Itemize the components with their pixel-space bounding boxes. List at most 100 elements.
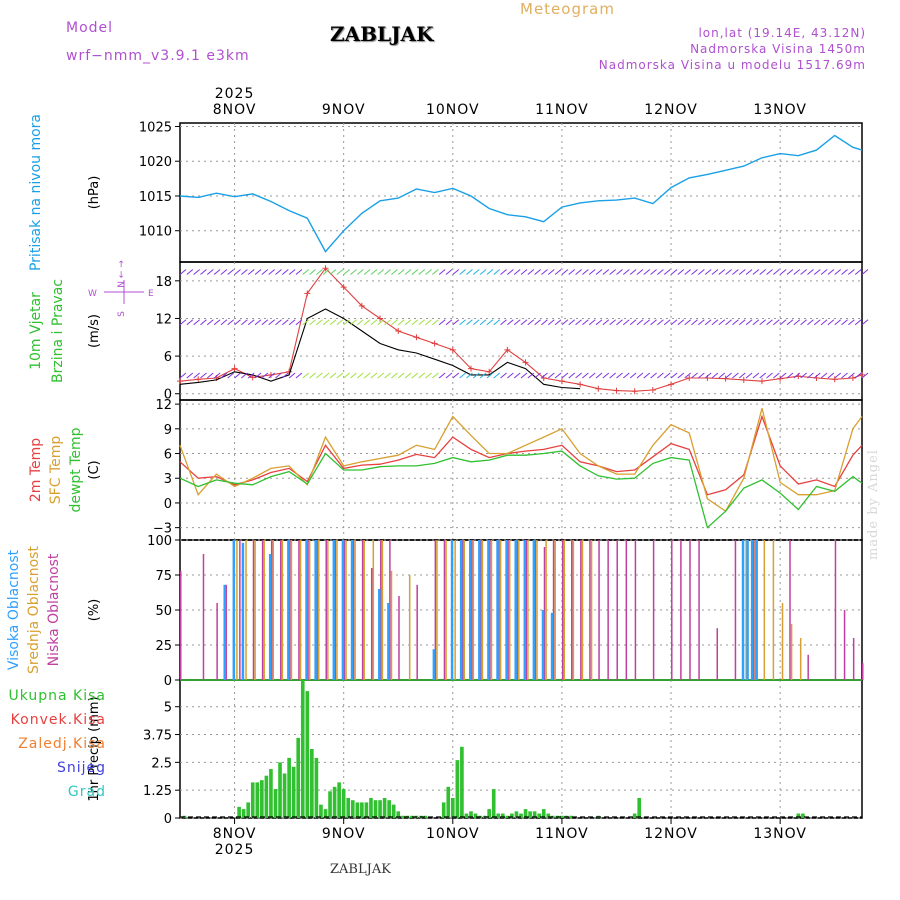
wind-barb [718,319,726,326]
precip-bar [310,749,314,818]
wind-barb [738,269,746,275]
high-cloud-bar [232,540,236,680]
wind-barb [534,319,541,326]
pressure-ylabel: (hPa) [87,176,102,210]
wind-barb [241,372,248,379]
precip-bar [250,782,255,818]
precip-bar [637,797,642,818]
high-cloud-bar [741,540,745,680]
high-cloud-bar [350,540,354,680]
wind-barb [786,319,794,326]
wind-gust-marker [631,388,638,395]
high-cloud-bar [478,540,481,680]
wind-barb [745,269,753,275]
compass-e: E [148,289,154,299]
wind-gust-marker [722,375,729,382]
wind-barb [820,319,828,326]
temperature-ytick-label: 12 [155,398,172,413]
precip-bar [505,815,510,818]
wind-side-label-1: Brzina i Pravac [50,279,66,383]
wind-barb [356,372,364,379]
precip-bar [528,811,532,818]
wind-barb [711,372,719,379]
wind-gust-marker [849,375,856,382]
mid-cloud-bar [790,624,793,680]
model-label: Model [66,20,114,36]
wind-barb [356,269,364,275]
mid-cloud-bar [327,540,329,680]
cloud-ytick-label: 50 [155,604,172,619]
wind-gust-marker [758,378,765,385]
mid-cloud-bar [363,540,365,680]
wind-barb [547,372,555,379]
mid-cloud-bar [772,540,775,680]
wind-barb [813,372,821,379]
high-cloud-bar [341,540,345,680]
wind-gust-marker [504,346,511,353]
wind-gust-marker [686,375,693,382]
low-cloud-bar [498,540,500,680]
precip-bar [273,789,278,818]
wind-barb [766,269,773,275]
wind-barb [691,319,698,326]
wind-barb [527,269,535,275]
mid-cloud-bar [372,540,375,680]
wind-barb [513,319,521,326]
wind-barb [486,372,494,379]
wind-gust-marker [377,315,384,322]
wind-barb [356,319,364,326]
mid-cloud-bar [763,540,766,680]
precip-legend-1: Konvek.Kisa [11,712,106,728]
wind-barb [786,372,794,379]
wind-barb [322,269,330,275]
precip-bar [269,769,273,818]
wind-barb [316,372,323,379]
wind-barb [616,319,623,326]
cloud-side-label-2: Niska Oblacnost [46,553,62,666]
wind-barb [309,319,316,326]
low-cloud-bar [589,540,591,680]
high-cloud-bar [432,649,436,680]
high-cloud-bar [505,540,508,680]
day-label-bottom: 9NOV [322,826,366,842]
model-name: wrf−nmm_v3.9.1 e3km [66,48,250,64]
low-cloud-bar [252,540,255,680]
wind-barb [302,319,310,326]
wind-barb [234,319,241,326]
low-cloud-bar [607,540,609,680]
high-cloud-bar [332,540,336,680]
high-cloud-bar [387,603,390,680]
wind-gust-marker [358,302,365,309]
low-cloud-bar [843,610,846,680]
wind-barb [704,372,712,379]
wind-barb [752,372,760,379]
mid-cloud-bar [254,540,256,680]
mid-cloud-bar [236,540,238,680]
precip-bar [355,802,360,818]
low-cloud-bar [461,540,464,680]
wind-barb [663,269,671,275]
precip-bar [337,782,341,818]
wind-barb [213,269,221,275]
wind-barb [732,269,739,275]
precip-bar [387,800,391,818]
wind-gust-marker [522,359,529,366]
wind-barb [527,372,535,379]
low-cloud-bar [698,540,700,680]
wind-barb [697,372,705,379]
low-cloud-bar [443,540,446,680]
wind-barb [684,269,692,275]
wind-barb [848,319,855,326]
wind-barb [336,319,344,326]
wind-barb [391,372,398,379]
page-title: ZABLJAK [330,22,434,46]
wind-barb [343,372,351,379]
wind-barb [670,269,678,275]
precip-bar [319,804,323,818]
low-cloud-bar [652,540,655,680]
low-cloud-bar [434,540,437,680]
precip-bar [328,791,332,818]
wind-barb [547,319,555,326]
wind-ytick-label: 6 [164,350,172,365]
low-cloud-bar [571,540,573,680]
